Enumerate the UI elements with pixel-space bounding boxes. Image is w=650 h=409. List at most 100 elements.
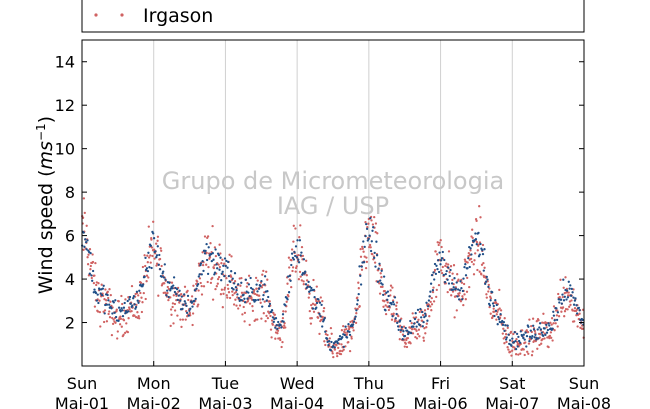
point-irgason-154 [151,254,154,258]
point-irgason-138 [144,264,147,268]
point-irgason-258 [198,277,202,280]
point-irgason-400 [263,300,266,303]
point-blue-34 [107,299,110,302]
point-blue-132 [183,293,186,296]
point-irgason-91 [122,333,125,336]
point-blue-380 [374,265,377,268]
point-blue-19 [95,299,99,302]
point-irgason-276 [206,235,210,238]
point-irgason-452 [287,295,290,298]
point-irgason-929 [504,333,508,336]
point-irgason-1048 [559,278,562,281]
point-blue-241 [267,295,270,299]
x-tick-day-5: Fri [431,374,450,393]
point-irgason-1022 [547,345,550,349]
point-irgason-876 [480,263,484,266]
point-irgason-368 [248,302,252,305]
point-irgason-73 [114,321,117,324]
point-irgason-789 [440,271,444,275]
point-irgason-980 [528,318,531,321]
point-blue-444 [423,312,427,315]
point-irgason-303 [219,252,222,255]
y-tick-label-6: 6 [65,227,75,246]
point-blue-263 [284,304,287,307]
point-blue-62 [128,295,132,299]
point-irgason-316 [225,277,228,280]
point-blue-319 [327,344,330,347]
point-blue-630 [567,280,570,283]
x-tick-date-7: Mai-08 [557,394,611,409]
point-blue-394 [385,291,388,294]
point-irgason-956 [517,353,520,356]
point-irgason-560 [336,351,339,355]
point-irgason-970 [523,353,526,357]
point-irgason-407 [266,316,270,320]
point-irgason-769 [431,290,435,294]
point-blue-584 [532,324,535,327]
point-blue-239 [265,299,268,302]
point-blue-369 [365,227,369,231]
point-irgason-336 [234,298,237,301]
x-tick-day-3: Wed [280,374,315,393]
point-blue-511 [475,243,478,246]
point-blue-633 [569,294,573,297]
point-blue-123 [175,287,179,291]
point-blue-171 [213,273,216,276]
point-irgason-63 [109,293,112,297]
point-irgason-997 [536,347,539,350]
point-blue-371 [367,237,370,240]
point-irgason-1000 [537,319,540,322]
point-blue-152 [198,273,201,276]
point-blue-86 [147,251,150,254]
point-irgason-734 [415,337,419,340]
point-irgason-391 [259,301,262,304]
point-irgason-382 [255,287,258,290]
point-irgason-763 [429,305,432,308]
point-blue-202 [237,283,240,286]
point-irgason-771 [432,300,436,303]
point-blue-447 [426,319,429,322]
point-irgason-576 [343,331,347,334]
point-blue-581 [529,329,532,332]
point-irgason-1027 [549,331,553,334]
point-irgason-290 [213,263,216,267]
point-irgason-200 [172,322,175,325]
point-blue-38 [110,307,113,310]
point-irgason-517 [316,316,320,319]
point-blue-228 [257,298,260,302]
point-irgason-1054 [561,306,565,309]
point-irgason-651 [378,282,381,285]
point-irgason-357 [243,311,247,315]
point-blue-419 [404,326,407,330]
point-irgason-291 [213,246,217,249]
point-irgason-47 [102,310,105,313]
point-blue-413 [399,328,403,332]
point-blue-631 [568,287,571,290]
point-irgason-833 [461,295,464,298]
point-irgason-434 [279,338,282,342]
y-tick-label-14: 14 [55,53,75,72]
point-blue-47 [117,319,120,322]
point-irgason-637 [371,223,375,226]
point-irgason-104 [128,308,131,311]
point-irgason-1058 [563,310,567,313]
point-irgason-297 [216,282,219,285]
point-blue-513 [477,231,480,235]
point-blue-250 [274,326,277,329]
point-blue-4 [84,238,87,241]
point-blue-98 [156,245,159,248]
point-blue-231 [259,284,262,288]
point-blue-54 [122,306,126,309]
point-irgason-996 [535,320,538,323]
point-blue-119 [172,276,176,279]
point-irgason-398 [262,312,265,315]
point-blue-568 [519,330,522,333]
point-irgason-776 [435,295,438,299]
point-irgason-58 [107,312,110,316]
point-irgason-764 [429,300,432,304]
point-blue-150 [196,282,200,286]
point-blue-52 [121,309,124,312]
point-irgason-307 [221,258,224,261]
point-blue-601 [545,323,548,327]
point-irgason-76 [115,308,118,311]
